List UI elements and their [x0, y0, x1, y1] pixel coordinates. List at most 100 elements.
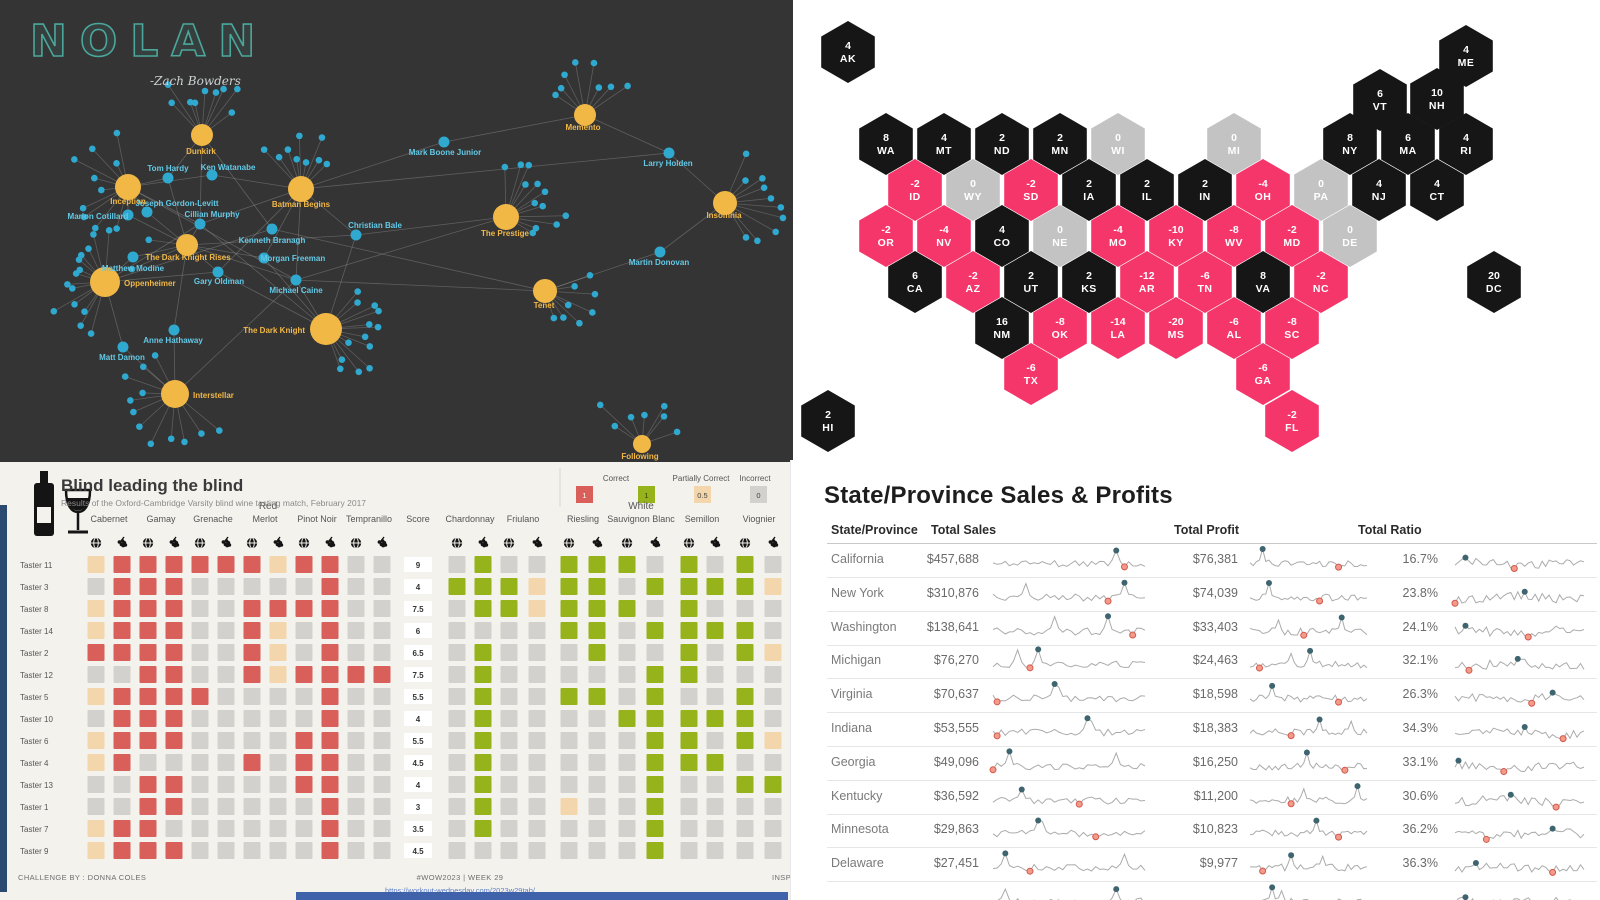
- wine-cell[interactable]: [347, 754, 365, 771]
- wine-cell[interactable]: [139, 688, 157, 705]
- wine-cell[interactable]: [87, 644, 105, 661]
- wine-cell[interactable]: [295, 666, 313, 683]
- satellite-node[interactable]: [561, 71, 568, 79]
- hex-state-VT[interactable]: 6VT: [1353, 69, 1407, 131]
- satellite-node[interactable]: [361, 333, 369, 341]
- wine-cell[interactable]: [321, 578, 339, 595]
- satellite-node[interactable]: [130, 408, 137, 416]
- actor-node-Christian Bale[interactable]: [350, 229, 362, 241]
- wine-cell[interactable]: [217, 556, 235, 573]
- wine-cell[interactable]: [295, 600, 313, 617]
- wine-cell[interactable]: [139, 732, 157, 749]
- wine-cell[interactable]: [373, 754, 391, 771]
- wine-cell[interactable]: [373, 776, 391, 793]
- actor-node-Matthew Modine[interactable]: [127, 251, 139, 263]
- wine-cell[interactable]: [618, 776, 636, 793]
- wine-cell[interactable]: [295, 732, 313, 749]
- hex-state-PA[interactable]: 0PA: [1294, 159, 1348, 221]
- satellite-node[interactable]: [355, 368, 363, 376]
- satellite-node[interactable]: [627, 413, 635, 421]
- wine-cell[interactable]: [764, 776, 782, 793]
- wine-cell[interactable]: [646, 732, 664, 749]
- wine-cell[interactable]: [243, 688, 261, 705]
- wine-cell[interactable]: [347, 622, 365, 639]
- satellite-node[interactable]: [81, 308, 88, 315]
- wine-cell[interactable]: [736, 754, 754, 771]
- satellite-node[interactable]: [759, 175, 766, 182]
- wine-cell[interactable]: [191, 600, 209, 617]
- satellite-node[interactable]: [168, 99, 175, 107]
- sparkline[interactable]: [989, 748, 1149, 778]
- hex-state-WV[interactable]: -8WV: [1207, 205, 1261, 267]
- wine-cell[interactable]: [139, 622, 157, 639]
- wine-cell[interactable]: [269, 754, 287, 771]
- wine-cell[interactable]: [139, 798, 157, 815]
- wine-cell[interactable]: [373, 578, 391, 595]
- actor-node-Matt Damon[interactable]: [117, 341, 129, 353]
- satellite-node[interactable]: [531, 199, 539, 207]
- wine-cell[interactable]: [500, 842, 518, 859]
- movie-node-Following[interactable]: [633, 435, 651, 453]
- wine-cell[interactable]: [113, 688, 131, 705]
- wine-cell[interactable]: [618, 820, 636, 837]
- sparkline[interactable]: [1246, 545, 1371, 575]
- wine-cell[interactable]: [706, 578, 724, 595]
- wine-cell[interactable]: [373, 644, 391, 661]
- wine-cell[interactable]: [706, 842, 724, 859]
- wine-cell[interactable]: [528, 732, 546, 749]
- wine-cell[interactable]: [87, 600, 105, 617]
- wine-cell[interactable]: [500, 622, 518, 639]
- hex-map[interactable]: 4AK4ME6VT10NH8WA4MT2ND2MN0WI0MI8NY6MA4RI…: [793, 0, 1600, 460]
- wine-cell[interactable]: [295, 820, 313, 837]
- wine-cell[interactable]: [560, 754, 578, 771]
- wine-cell[interactable]: [87, 798, 105, 815]
- satellite-node[interactable]: [198, 430, 205, 437]
- wine-cell[interactable]: [165, 666, 183, 683]
- wine-cell[interactable]: [560, 666, 578, 683]
- wine-cell[interactable]: [764, 710, 782, 727]
- satellite-node[interactable]: [71, 301, 78, 308]
- wine-cell[interactable]: [165, 556, 183, 573]
- sparkline[interactable]: [1246, 646, 1371, 676]
- wine-cell[interactable]: [764, 754, 782, 771]
- wine-cell[interactable]: [474, 556, 492, 573]
- wine-cell[interactable]: [560, 556, 578, 573]
- wine-cell[interactable]: [706, 776, 724, 793]
- wine-cell[interactable]: [680, 644, 698, 661]
- wine-cell[interactable]: [764, 798, 782, 815]
- wine-cell[interactable]: [113, 798, 131, 815]
- wine-cell[interactable]: [448, 688, 466, 705]
- wine-cell[interactable]: [269, 732, 287, 749]
- wine-cell[interactable]: [139, 556, 157, 573]
- wine-cell[interactable]: [217, 798, 235, 815]
- hex-state-RI[interactable]: 4RI: [1439, 113, 1493, 175]
- satellite-node[interactable]: [366, 364, 373, 372]
- wine-cell[interactable]: [373, 688, 391, 705]
- satellite-node[interactable]: [560, 314, 567, 321]
- hex-state-OH[interactable]: -4OH: [1236, 159, 1290, 221]
- wine-cell[interactable]: [113, 600, 131, 617]
- wine-cell[interactable]: [474, 820, 492, 837]
- satellite-node[interactable]: [366, 343, 374, 350]
- wine-cell[interactable]: [243, 622, 261, 639]
- wine-cell[interactable]: [321, 556, 339, 573]
- movie-node-Dunkirk[interactable]: [191, 124, 213, 146]
- satellite-node[interactable]: [354, 299, 361, 306]
- satellite-node[interactable]: [136, 423, 143, 430]
- wine-cell[interactable]: [500, 776, 518, 793]
- satellite-node[interactable]: [323, 160, 331, 168]
- wine-cell[interactable]: [706, 688, 724, 705]
- movie-node-The Prestige[interactable]: [493, 204, 519, 230]
- wine-cell[interactable]: [764, 600, 782, 617]
- wine-cell[interactable]: [373, 820, 391, 837]
- wine-cell[interactable]: [139, 666, 157, 683]
- wine-cell[interactable]: [680, 732, 698, 749]
- wine-cell[interactable]: [500, 578, 518, 595]
- wine-cell[interactable]: [560, 842, 578, 859]
- wine-cell[interactable]: [474, 644, 492, 661]
- wine-cell[interactable]: [588, 600, 606, 617]
- sparkline[interactable]: [989, 680, 1149, 710]
- wine-cell[interactable]: [347, 578, 365, 595]
- wine-cell[interactable]: [706, 644, 724, 661]
